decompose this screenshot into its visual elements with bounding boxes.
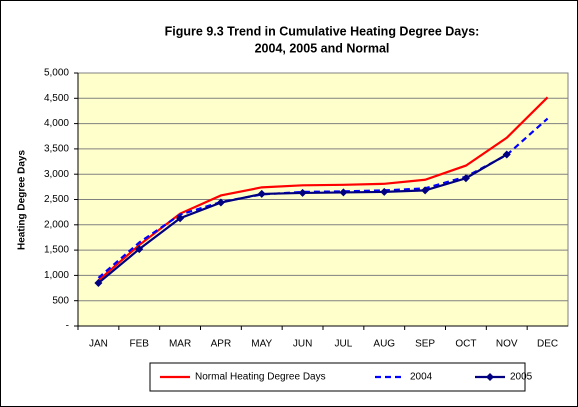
legend-label: 2005 [510, 372, 533, 383]
data-point [176, 214, 185, 223]
legend-label: Normal Heating Degree Days [195, 372, 326, 383]
x-tick-label: JAN [89, 339, 108, 350]
x-tick-label: MAR [169, 339, 191, 350]
y-tick-label: 4,000 [44, 118, 69, 129]
y-tick-label: 2,000 [44, 219, 69, 230]
x-tick-label: FEB [130, 339, 150, 350]
legend [149, 362, 526, 392]
y-tick-label: 500 [52, 295, 69, 306]
y-tick-label: 5,000 [44, 68, 69, 79]
y-tick-label: - [66, 321, 69, 332]
y-tick-label: 3,000 [44, 169, 69, 180]
data-point [257, 189, 266, 198]
y-tick-label: 4,500 [44, 93, 69, 104]
x-tick-label: JUL [335, 339, 353, 350]
x-tick-label: MAY [251, 339, 272, 350]
y-tick-label: 2,500 [44, 194, 69, 205]
x-tick-label: DEC [537, 339, 558, 350]
x-tick-label: APR [211, 339, 232, 350]
x-tick-label: SEP [415, 339, 435, 350]
data-point [216, 198, 225, 207]
data-point [502, 150, 511, 159]
y-tick-label: 1,500 [44, 245, 69, 256]
data-point [339, 188, 348, 197]
chart-title: Figure 9.3 Trend in Cumulative Heating D… [165, 24, 480, 38]
x-tick-label: OCT [455, 339, 476, 350]
x-tick-label: NOV [496, 339, 518, 350]
x-tick-label: AUG [373, 339, 395, 350]
data-point [461, 174, 470, 183]
y-axis-title: Heating Degree Days [17, 150, 28, 250]
chart-title: 2004, 2005 and Normal [255, 41, 390, 55]
data-point [94, 278, 103, 287]
data-point [380, 187, 389, 196]
y-tick-label: 3,500 [44, 144, 69, 155]
x-tick-label: JUN [293, 339, 312, 350]
data-point [421, 186, 430, 195]
data-point [298, 188, 307, 197]
data-point [135, 245, 144, 254]
legend-label: 2004 [410, 372, 433, 383]
legend-marker [486, 373, 494, 381]
y-tick-label: 1,000 [44, 270, 69, 281]
